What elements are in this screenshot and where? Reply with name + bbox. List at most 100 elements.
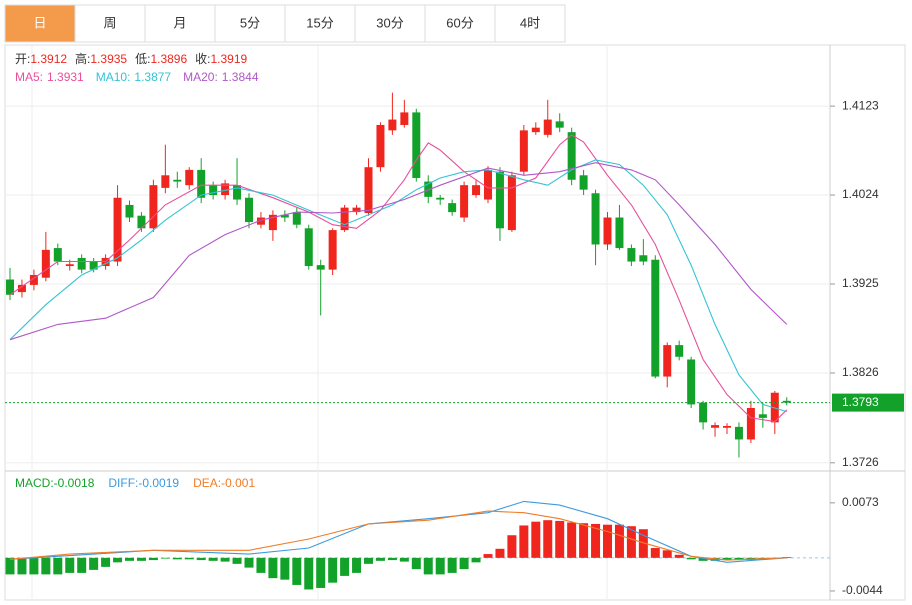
macd-bar [734, 557, 744, 561]
tab-label[interactable]: 4时 [520, 15, 540, 30]
tab-box[interactable] [424, 4, 496, 43]
macd-bar [579, 523, 589, 558]
candle-body [663, 345, 672, 377]
candle-body [579, 175, 588, 190]
tab-label[interactable]: 日 [33, 15, 46, 30]
y-tick-label: 1.3726 [842, 455, 879, 469]
candle-body [627, 248, 636, 262]
candle-body [6, 279, 14, 295]
tab-label[interactable]: 5分 [240, 15, 260, 30]
legend-text: 收: [195, 52, 210, 66]
candle-body [113, 197, 122, 262]
tab-box[interactable] [4, 4, 76, 43]
legend-text: 1.3877 [134, 70, 171, 84]
macd-bar [244, 557, 254, 568]
candle-body [185, 169, 194, 186]
tab-label[interactable]: 周 [103, 15, 116, 30]
legend-text: 1.3919 [210, 52, 247, 66]
tab[interactable]: 5分 [214, 4, 286, 43]
macd-bar [316, 557, 326, 588]
macd-bar [722, 557, 732, 561]
candle-body [484, 169, 492, 200]
tab[interactable]: 60分 [424, 4, 496, 43]
macd-bar [172, 557, 182, 560]
line-series [9, 162, 788, 341]
tab-label[interactable]: 60分 [446, 15, 473, 30]
line-series [9, 159, 787, 413]
macd-bar [399, 557, 409, 562]
legend-text: DIFF: [108, 476, 138, 490]
y-tick-label: 1.3925 [842, 276, 879, 290]
macd-bar [447, 557, 457, 573]
macd-bar [686, 557, 696, 560]
candle-body [89, 261, 98, 270]
macd-bar [411, 557, 421, 570]
macd-bar [304, 557, 314, 590]
candle-body [651, 259, 660, 377]
candle-body [233, 185, 242, 200]
tab[interactable]: 30分 [354, 4, 426, 43]
macd-bar [53, 557, 63, 575]
candle-body [245, 197, 253, 223]
tab[interactable]: 4时 [494, 4, 566, 43]
candle-body [495, 171, 504, 229]
tab-box[interactable] [284, 4, 356, 43]
candle-body [340, 207, 349, 231]
legend-text: MA5: [15, 70, 43, 84]
legend-text: DEA: [193, 476, 221, 490]
macd-bar [507, 535, 517, 558]
candle-body [364, 167, 373, 214]
legend-text: 1.3912 [30, 52, 67, 66]
candle-body [555, 121, 564, 128]
legend-text: MACD: [15, 476, 54, 490]
tab-label[interactable]: 月 [173, 15, 186, 30]
macd-bar [423, 557, 433, 575]
candle-body [268, 214, 277, 231]
tab[interactable]: 15分 [284, 4, 356, 43]
candle-body [328, 230, 337, 270]
line-series [9, 500, 787, 563]
candle-body [746, 408, 755, 440]
candle-body [424, 181, 433, 197]
y-tick-label: 1.3826 [842, 365, 879, 379]
tab-box[interactable] [144, 4, 216, 43]
candle-body [675, 345, 684, 357]
candle-body [531, 127, 540, 133]
candle-body [197, 169, 206, 198]
macd-bar [208, 557, 218, 561]
macd-bar [626, 526, 636, 558]
macd-bar [519, 525, 529, 558]
macd-bar [614, 524, 624, 558]
y-tick-label: 1.4123 [842, 98, 879, 112]
candle-body [292, 212, 301, 225]
candle-body [734, 426, 743, 440]
macd-bar [160, 557, 170, 559]
candle-body [460, 185, 469, 218]
tab[interactable]: 日 [4, 4, 76, 43]
macd-bar [495, 548, 505, 558]
legend-text: 低: [135, 52, 150, 66]
macd-bar [65, 557, 75, 573]
tab-box[interactable] [494, 4, 566, 43]
macd-bar [268, 557, 278, 579]
candle-body [567, 132, 576, 180]
tab[interactable]: 月 [144, 4, 216, 43]
candle-body [615, 217, 624, 249]
candle-body [711, 425, 720, 428]
macd-bar [483, 554, 493, 558]
macd-bar [148, 557, 158, 561]
candle-body [639, 255, 648, 262]
macd-bar [435, 557, 445, 575]
candle-body [304, 228, 313, 267]
candle-body [65, 264, 74, 267]
tab[interactable]: 周 [74, 4, 146, 43]
tab-label[interactable]: 15分 [306, 15, 333, 30]
tab-box[interactable] [74, 4, 146, 43]
macd-bar [328, 557, 338, 583]
tab-label[interactable]: 30分 [376, 15, 403, 30]
macd-bar [352, 557, 362, 573]
candle-body [388, 119, 397, 131]
macd-bar [543, 520, 553, 558]
macd-bar [340, 557, 350, 576]
